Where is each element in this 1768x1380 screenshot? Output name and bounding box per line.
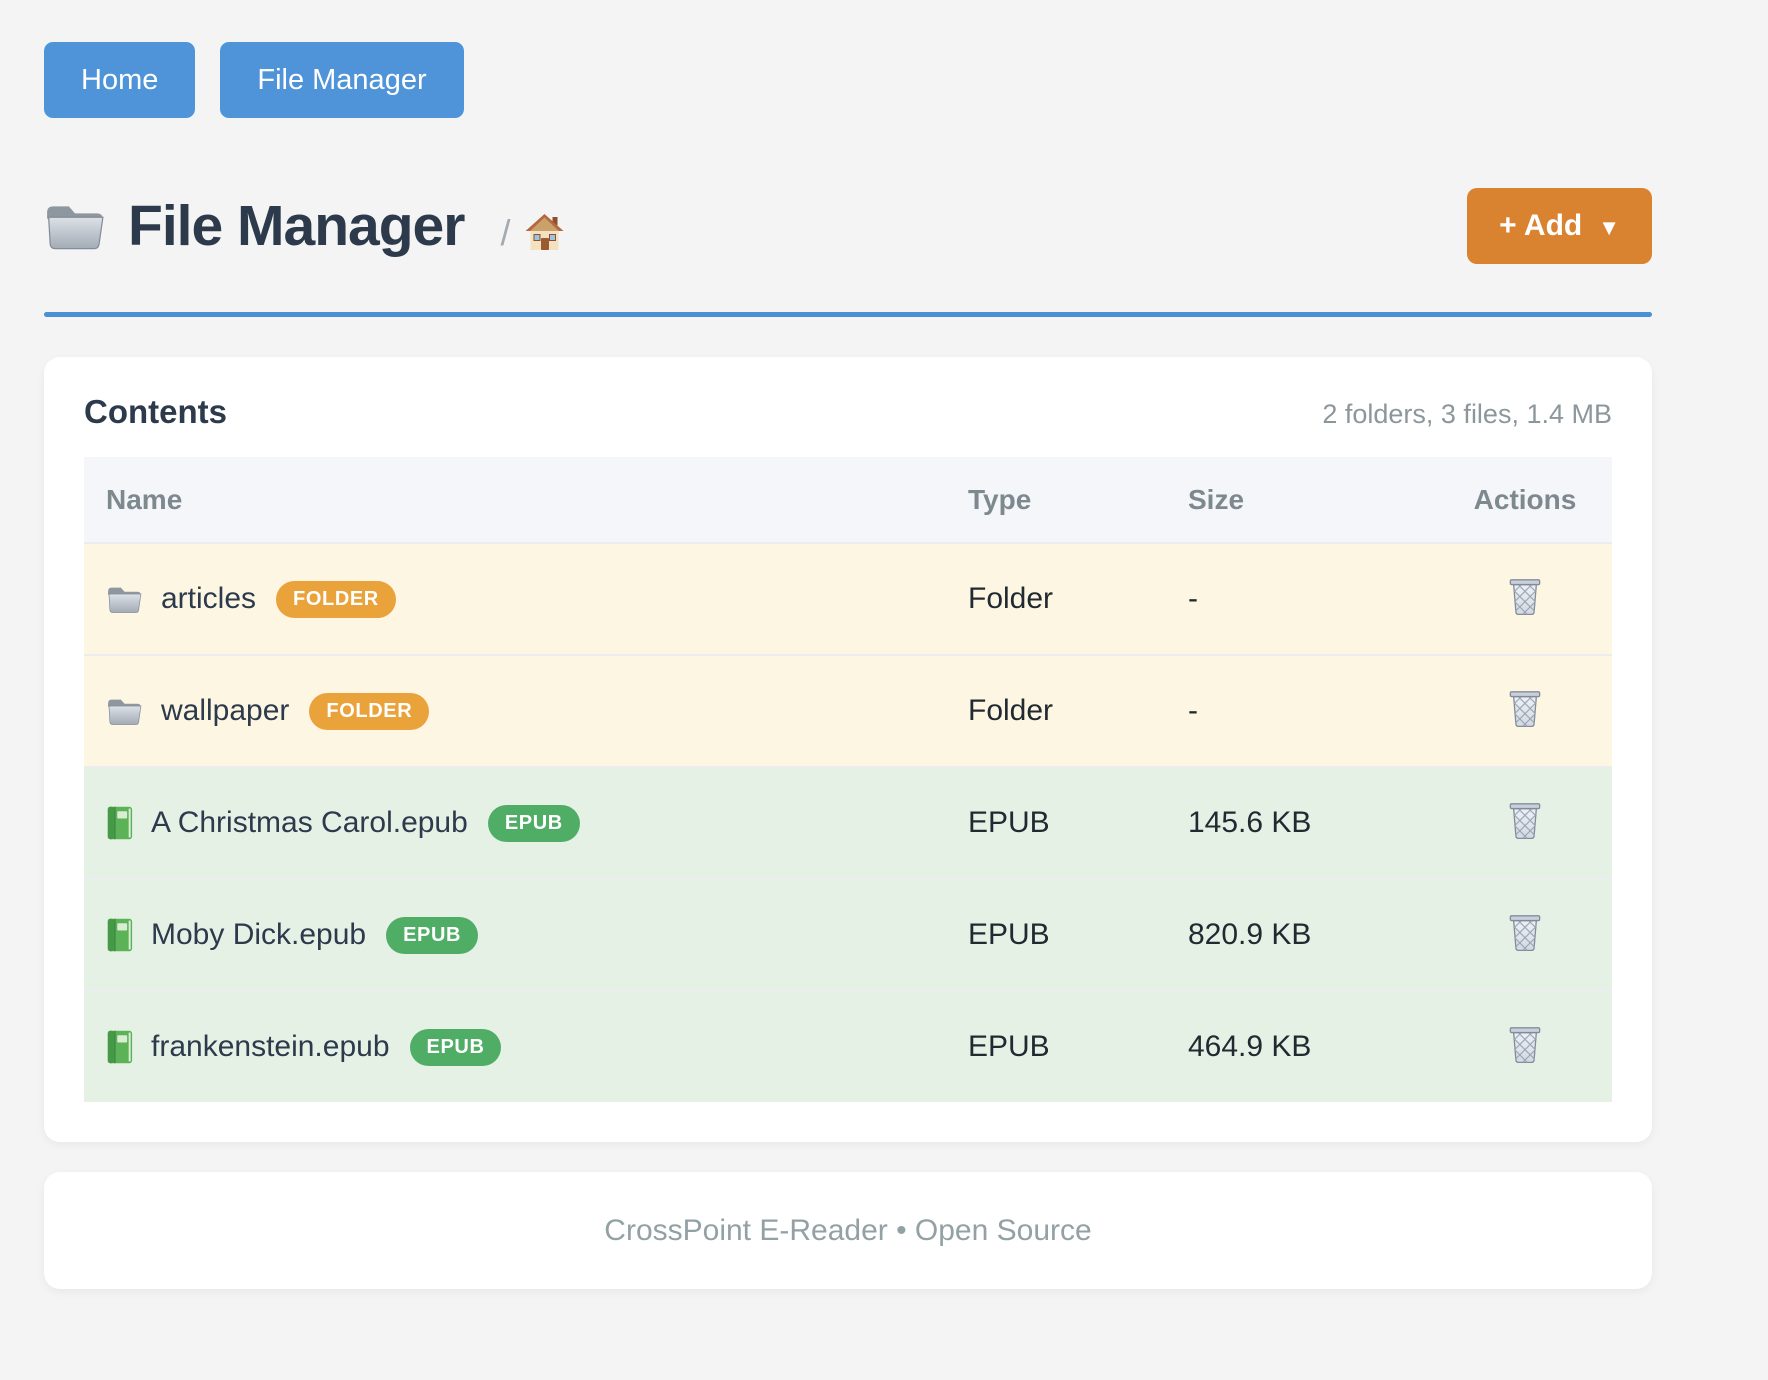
delete-button[interactable] [1502,910,1548,956]
epub-badge: EPUB [386,916,479,954]
item-name: A Christmas Carol.epub [151,806,468,839]
green-book-icon [106,1029,133,1065]
delete-button[interactable] [1502,1022,1548,1068]
trash-icon [1508,802,1542,840]
table-header-row: Name Type Size Actions [84,457,1612,542]
trash-icon [1508,1026,1542,1064]
breadcrumb-separator: / [500,212,511,253]
column-header-actions: Actions [1473,483,1577,515]
epub-badge: EPUB [487,804,580,842]
item-name: frankenstein.epub [151,1030,390,1063]
table-row: articles FOLDER Folder - [84,542,1612,654]
page-header: File Manager / + Add ▼ [44,188,1652,264]
breadcrumb-home-link[interactable] [524,213,565,251]
folder-badge: FOLDER [309,692,430,730]
column-header-type: Type [968,483,1032,515]
contents-summary: 2 folders, 3 files, 1.4 MB [1322,399,1612,429]
delete-button[interactable] [1502,798,1548,844]
item-name: Moby Dick.epub [151,918,367,951]
item-size: 464.9 KB [1188,1030,1312,1063]
item-size: - [1188,694,1198,727]
delete-button[interactable] [1502,686,1548,732]
footer-text: CrossPoint E-Reader • Open Source [604,1213,1092,1247]
add-button[interactable]: + Add ▼ [1467,188,1652,264]
contents-heading: Contents [84,393,227,430]
table-row: A Christmas Carol.epub EPUB EPUB 145.6 K… [84,766,1612,878]
folder-icon [106,696,143,727]
item-type: EPUB [968,918,1050,951]
footer: CrossPoint E-Reader • Open Source [44,1172,1652,1289]
nav-file-manager-button[interactable]: File Manager [220,42,464,118]
house-icon [524,213,565,251]
title-divider [44,312,1652,317]
item-size: 145.6 KB [1188,806,1312,839]
item-type: EPUB [968,1030,1050,1063]
item-type: Folder [968,694,1054,727]
caret-down-icon: ▼ [1598,214,1620,240]
folder-link[interactable]: wallpaper [106,694,289,728]
table-row: frankenstein.epub EPUB EPUB 464.9 KB [84,990,1612,1102]
file-link[interactable]: A Christmas Carol.epub [106,805,468,841]
table-row: wallpaper FOLDER Folder - [84,654,1612,766]
folder-icon [106,584,143,615]
file-link[interactable]: Moby Dick.epub [106,917,366,953]
contents-card-header: Contents 2 folders, 3 files, 1.4 MB [84,393,1612,431]
trash-icon [1508,578,1542,616]
folder-badge: FOLDER [276,580,396,618]
file-link[interactable]: frankenstein.epub [106,1029,390,1065]
item-type: EPUB [968,806,1050,839]
item-name: wallpaper [161,694,290,727]
folder-icon [44,200,106,253]
item-size: 820.9 KB [1188,918,1312,951]
file-table: Name Type Size Actions articles FOLDER F… [84,457,1612,1102]
green-book-icon [106,917,133,953]
column-header-name: Name [106,483,183,515]
item-type: Folder [968,582,1054,615]
nav-home-button[interactable]: Home [44,42,196,118]
delete-button[interactable] [1502,574,1548,620]
trash-icon [1508,914,1542,952]
column-header-size: Size [1188,483,1245,515]
top-nav: Home File Manager [44,42,1652,118]
title-group: File Manager / [44,193,565,259]
folder-link[interactable]: articles [106,582,256,616]
trash-icon [1508,690,1542,728]
item-size: - [1188,582,1198,615]
green-book-icon [106,805,133,841]
contents-card: Contents 2 folders, 3 files, 1.4 MB Name… [44,357,1652,1142]
epub-badge: EPUB [409,1028,502,1066]
add-button-label: + Add [1499,209,1583,242]
page-title: File Manager [128,194,465,258]
table-row: Moby Dick.epub EPUB EPUB 820.9 KB [84,878,1612,990]
file-manager-page: Home File Manager File Manager / + Add ▼… [44,0,1652,1289]
item-name: articles [161,582,257,615]
